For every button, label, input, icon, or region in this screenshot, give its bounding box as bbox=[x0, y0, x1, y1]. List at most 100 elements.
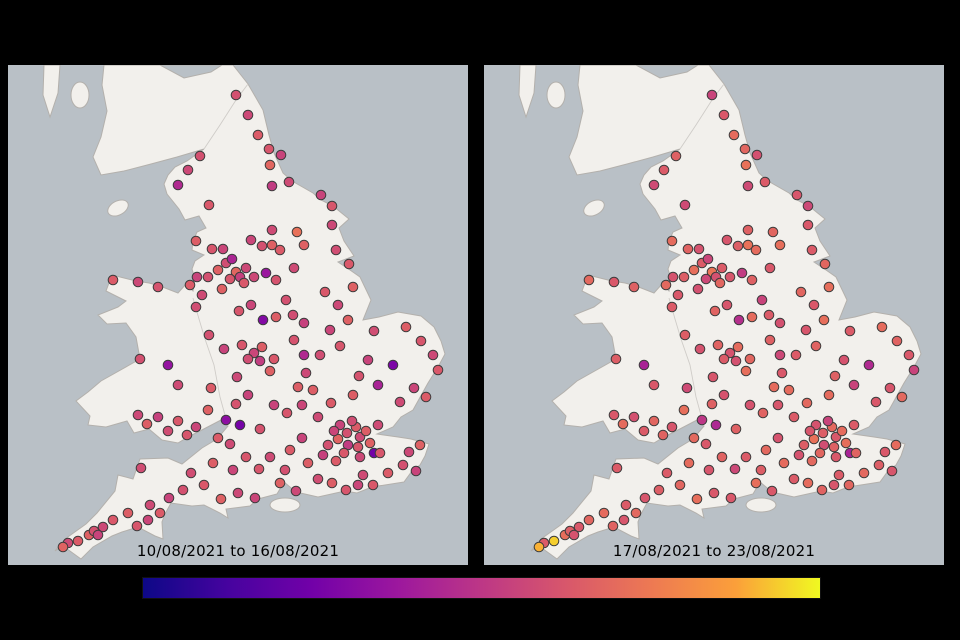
site-dot bbox=[767, 226, 779, 238]
site-dot bbox=[791, 189, 803, 201]
site-dot bbox=[790, 349, 802, 361]
site-dot bbox=[750, 244, 762, 256]
site-dot bbox=[287, 309, 299, 321]
site-dot bbox=[162, 359, 174, 371]
site-dot bbox=[598, 507, 610, 519]
site-dot bbox=[141, 418, 153, 430]
site-dot bbox=[683, 457, 695, 469]
site-dot bbox=[672, 289, 684, 301]
site-dot bbox=[400, 321, 412, 333]
site-dot bbox=[873, 459, 885, 471]
site-dot bbox=[732, 341, 744, 353]
site-dot bbox=[427, 349, 439, 361]
site-dot bbox=[330, 244, 342, 256]
site-dots-week1 bbox=[57, 89, 444, 553]
site-dot bbox=[196, 289, 208, 301]
site-dot bbox=[172, 179, 184, 191]
site-dot bbox=[212, 264, 224, 276]
site-dot bbox=[347, 281, 359, 293]
site-dot bbox=[97, 521, 109, 533]
site-dot bbox=[620, 499, 632, 511]
site-dot bbox=[709, 305, 721, 317]
site-dot bbox=[774, 349, 786, 361]
map-week2 bbox=[518, 65, 922, 560]
site-dot bbox=[739, 143, 751, 155]
site-dot bbox=[744, 353, 756, 365]
site-dot bbox=[630, 507, 642, 519]
site-dot bbox=[740, 365, 752, 377]
site-dot bbox=[843, 479, 855, 491]
site-dot bbox=[776, 367, 788, 379]
site-dot bbox=[674, 479, 686, 491]
site-dot bbox=[816, 484, 828, 496]
site-dot bbox=[332, 299, 344, 311]
site-dot bbox=[828, 441, 840, 453]
site-dot bbox=[319, 286, 331, 298]
site-dot bbox=[610, 353, 622, 365]
site-dot bbox=[274, 244, 286, 256]
site-dot bbox=[666, 421, 678, 433]
site-dot bbox=[372, 379, 384, 391]
site-dot bbox=[772, 399, 784, 411]
site-dot bbox=[152, 281, 164, 293]
site-dot bbox=[206, 243, 218, 255]
site-dot bbox=[253, 463, 265, 475]
site-dot bbox=[252, 129, 264, 141]
site-dot bbox=[190, 235, 202, 247]
site-dot bbox=[840, 437, 852, 449]
site-dot bbox=[733, 314, 745, 326]
site-dot bbox=[742, 180, 754, 192]
site-dot bbox=[760, 444, 772, 456]
site-dot bbox=[653, 484, 665, 496]
site-dot bbox=[660, 279, 672, 291]
site-dot bbox=[732, 240, 744, 252]
site-dot bbox=[678, 271, 690, 283]
site-dot bbox=[729, 463, 741, 475]
date-range-label-week2: 17/08/2021 to 23/08/2021 bbox=[612, 542, 816, 560]
site-dot bbox=[330, 455, 342, 467]
site-dot bbox=[300, 367, 312, 379]
site-dot bbox=[352, 441, 364, 453]
site-dot bbox=[216, 283, 228, 295]
site-dot bbox=[360, 425, 372, 437]
site-dot bbox=[712, 339, 724, 351]
site-dot bbox=[858, 467, 870, 479]
site-dot bbox=[836, 425, 848, 437]
site-dot bbox=[708, 487, 720, 499]
site-dot bbox=[823, 389, 835, 401]
site-dot bbox=[568, 529, 580, 541]
site-dot bbox=[264, 451, 276, 463]
site-dot bbox=[362, 354, 374, 366]
map-panel-week2: 17/08/2021 to 23/08/2021 bbox=[484, 65, 944, 565]
site-dot bbox=[154, 507, 166, 519]
site-dot bbox=[144, 499, 156, 511]
site-dot bbox=[756, 294, 768, 306]
site-dot bbox=[268, 399, 280, 411]
plasma-colorbar bbox=[142, 577, 821, 599]
site-dot bbox=[740, 451, 752, 463]
site-dot bbox=[343, 258, 355, 270]
site-dot bbox=[198, 479, 210, 491]
site-dot bbox=[266, 180, 278, 192]
site-dot bbox=[783, 384, 795, 396]
site-dot bbox=[721, 299, 733, 311]
site-dot bbox=[728, 129, 740, 141]
site-dot bbox=[280, 294, 292, 306]
site-dot bbox=[903, 349, 915, 361]
site-dot bbox=[716, 451, 728, 463]
site-dot bbox=[397, 459, 409, 471]
site-dot bbox=[802, 200, 814, 212]
site-dot bbox=[764, 262, 776, 274]
site-dot bbox=[617, 418, 629, 430]
site-dot bbox=[224, 273, 236, 285]
site-dot bbox=[249, 492, 261, 504]
site-dot bbox=[353, 370, 365, 382]
site-dot bbox=[217, 243, 229, 255]
site-dot bbox=[152, 411, 164, 423]
site-dot bbox=[256, 341, 268, 353]
site-dot bbox=[666, 235, 678, 247]
site-dot bbox=[692, 283, 704, 295]
site-dot bbox=[256, 240, 268, 252]
site-dot bbox=[218, 343, 230, 355]
site-dot bbox=[714, 277, 726, 289]
